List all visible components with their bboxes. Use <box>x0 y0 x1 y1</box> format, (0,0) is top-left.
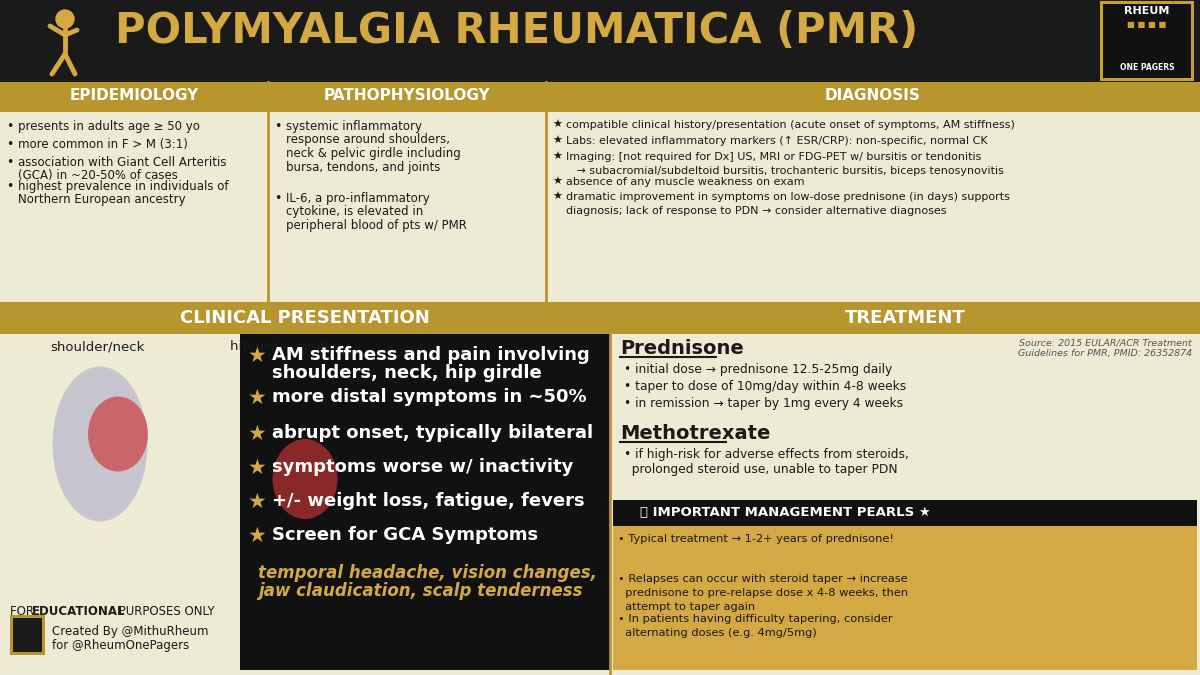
Text: • in remission → taper by 1mg every 4 weeks: • in remission → taper by 1mg every 4 we… <box>624 397 904 410</box>
Ellipse shape <box>88 396 148 472</box>
Text: TREATMENT: TREATMENT <box>845 309 965 327</box>
Ellipse shape <box>53 367 148 522</box>
Text: • if high-risk for adverse effects from steroids,: • if high-risk for adverse effects from … <box>624 448 908 461</box>
Text: highest prevalence in individuals of: highest prevalence in individuals of <box>18 180 228 193</box>
Text: •: • <box>274 120 281 133</box>
Text: •: • <box>6 156 13 169</box>
Text: +/- weight loss, fatigue, fevers: +/- weight loss, fatigue, fevers <box>272 492 584 510</box>
Bar <box>0 304 610 675</box>
Text: neck & pelvic girdle including: neck & pelvic girdle including <box>286 147 461 160</box>
Text: prednisone to pre-relapse dose x 4-8 weeks, then: prednisone to pre-relapse dose x 4-8 wee… <box>618 588 908 598</box>
Text: Labs: elevated inflammatory markers (↑ ESR/CRP): non-specific, normal CK: Labs: elevated inflammatory markers (↑ E… <box>566 136 988 146</box>
Bar <box>13 618 42 652</box>
Text: association with Giant Cell Arteritis: association with Giant Cell Arteritis <box>18 156 227 169</box>
Text: EDUCATIONAL: EDUCATIONAL <box>32 605 126 618</box>
Text: hip/pelvic girdle: hip/pelvic girdle <box>230 340 337 353</box>
Text: → subacromial/subdeltoid bursitis, trochanteric bursitis, biceps tenosynovitis: → subacromial/subdeltoid bursitis, troch… <box>566 165 1004 176</box>
Text: AM stiffness and pain involving: AM stiffness and pain involving <box>272 346 589 364</box>
Text: • taper to dose of 10mg/day within 4-8 weeks: • taper to dose of 10mg/day within 4-8 w… <box>624 380 906 393</box>
Text: temporal headache, vision changes,: temporal headache, vision changes, <box>258 564 598 582</box>
Text: ★: ★ <box>552 120 562 130</box>
Text: presents in adults age ≥ 50 yo: presents in adults age ≥ 50 yo <box>18 120 200 133</box>
Text: • Relapses can occur with steroid taper → increase: • Relapses can occur with steroid taper … <box>618 574 907 584</box>
Text: abrupt onset, typically bilateral: abrupt onset, typically bilateral <box>272 424 593 442</box>
Text: prolonged steroid use, unable to taper PDN: prolonged steroid use, unable to taper P… <box>624 463 898 476</box>
Text: Imaging: [not required for Dx] US, MRI or FDG-PET w/ bursitis or tendonitis: Imaging: [not required for Dx] US, MRI o… <box>566 152 982 162</box>
Text: symptoms worse w/ inactivity: symptoms worse w/ inactivity <box>272 458 574 476</box>
Text: ★: ★ <box>552 136 562 146</box>
Ellipse shape <box>258 374 353 534</box>
Circle shape <box>56 10 74 28</box>
Text: (GCA) in ~20-50% of cases: (GCA) in ~20-50% of cases <box>18 169 178 182</box>
Bar <box>268 82 546 112</box>
Bar <box>0 82 1200 304</box>
Text: shoulders, neck, hip girdle: shoulders, neck, hip girdle <box>272 364 541 382</box>
Text: POLYMYALGIA RHEUMATICA (PMR): POLYMYALGIA RHEUMATICA (PMR) <box>115 10 918 52</box>
Bar <box>613 500 1198 670</box>
Text: peripheral blood of pts w/ PMR: peripheral blood of pts w/ PMR <box>286 219 467 232</box>
Ellipse shape <box>272 439 337 519</box>
Text: ★: ★ <box>552 192 562 202</box>
Text: IL-6, a pro-inflammatory: IL-6, a pro-inflammatory <box>286 192 430 205</box>
Text: • initial dose → prednisone 12.5-25mg daily: • initial dose → prednisone 12.5-25mg da… <box>624 363 893 376</box>
Text: • Typical treatment → 1-2+ years of prednisone!: • Typical treatment → 1-2+ years of pred… <box>618 534 894 544</box>
Text: ★: ★ <box>552 152 562 162</box>
Bar <box>10 615 46 655</box>
Text: 🔥 IMPORTANT MANAGEMENT PEARLS ★: 🔥 IMPORTANT MANAGEMENT PEARLS ★ <box>640 506 931 518</box>
Text: cytokine, is elevated in: cytokine, is elevated in <box>286 205 424 219</box>
Bar <box>613 500 1198 526</box>
Text: Prednisone: Prednisone <box>620 339 744 358</box>
Text: PATHOPHYSIOLOGY: PATHOPHYSIOLOGY <box>324 88 491 103</box>
Text: EPIDEMIOLOGY: EPIDEMIOLOGY <box>70 88 199 103</box>
Text: •: • <box>6 180 13 193</box>
Bar <box>0 304 610 334</box>
Text: systemic inflammatory: systemic inflammatory <box>286 120 422 133</box>
Text: 🐦: 🐦 <box>22 623 32 641</box>
Text: alternating doses (e.g. 4mg/5mg): alternating doses (e.g. 4mg/5mg) <box>618 628 817 638</box>
Text: •: • <box>6 138 13 151</box>
Text: absence of any muscle weakness on exam: absence of any muscle weakness on exam <box>566 177 805 187</box>
Text: compatible clinical history/presentation (acute onset of symptoms, AM stiffness): compatible clinical history/presentation… <box>566 120 1015 130</box>
Bar <box>240 334 610 670</box>
Text: FOR: FOR <box>10 605 37 618</box>
Text: Screen for GCA Symptoms: Screen for GCA Symptoms <box>272 526 538 544</box>
Bar <box>1100 1 1194 81</box>
Bar <box>0 0 1200 82</box>
Text: ★: ★ <box>248 458 266 478</box>
Text: response around shoulders,: response around shoulders, <box>286 134 450 146</box>
Text: more distal symptoms in ~50%: more distal symptoms in ~50% <box>272 388 587 406</box>
Text: DIAGNOSIS: DIAGNOSIS <box>826 88 920 103</box>
Text: •: • <box>274 192 281 205</box>
Text: shoulder/neck: shoulder/neck <box>50 340 144 353</box>
Text: diagnosis; lack of response to PDN → consider alternative diagnoses: diagnosis; lack of response to PDN → con… <box>566 205 947 215</box>
Text: ★: ★ <box>248 424 266 444</box>
Text: jaw claudication, scalp tenderness: jaw claudication, scalp tenderness <box>258 582 582 600</box>
Text: Source: 2015 EULAR/ACR Treatment
Guidelines for PMR, PMID: 26352874: Source: 2015 EULAR/ACR Treatment Guideli… <box>1018 339 1192 358</box>
Text: ONE PAGERS: ONE PAGERS <box>1120 63 1175 72</box>
Text: dramatic improvement in symptoms on low-dose prednisone (in days) supports: dramatic improvement in symptoms on low-… <box>566 192 1010 202</box>
Text: • In patients having difficulty tapering, consider: • In patients having difficulty tapering… <box>618 614 893 624</box>
Bar <box>1103 4 1190 78</box>
Text: CLINICAL PRESENTATION: CLINICAL PRESENTATION <box>180 309 430 327</box>
Text: ★: ★ <box>248 346 266 366</box>
Text: attempt to taper again: attempt to taper again <box>618 602 755 612</box>
Bar <box>546 82 1200 112</box>
Bar <box>610 304 1200 675</box>
Text: RHEUM: RHEUM <box>1124 6 1170 16</box>
Text: bursa, tendons, and joints: bursa, tendons, and joints <box>286 161 440 173</box>
Text: Northern European ancestry: Northern European ancestry <box>18 194 186 207</box>
Text: for @RheumOnePagers: for @RheumOnePagers <box>52 639 190 652</box>
Text: ★: ★ <box>248 492 266 512</box>
Text: Methotrexate: Methotrexate <box>620 424 770 443</box>
Bar <box>610 304 1200 334</box>
Text: more common in F > M (3:1): more common in F > M (3:1) <box>18 138 188 151</box>
Text: ■ ■ ■ ■: ■ ■ ■ ■ <box>1127 20 1166 29</box>
Text: ★: ★ <box>248 388 266 408</box>
Text: PURPOSES ONLY: PURPOSES ONLY <box>115 605 215 618</box>
Bar <box>0 82 268 112</box>
Text: ★: ★ <box>248 526 266 546</box>
Text: •: • <box>6 120 13 133</box>
Text: ★: ★ <box>552 177 562 187</box>
Text: Created By @MithuRheum: Created By @MithuRheum <box>52 625 209 638</box>
